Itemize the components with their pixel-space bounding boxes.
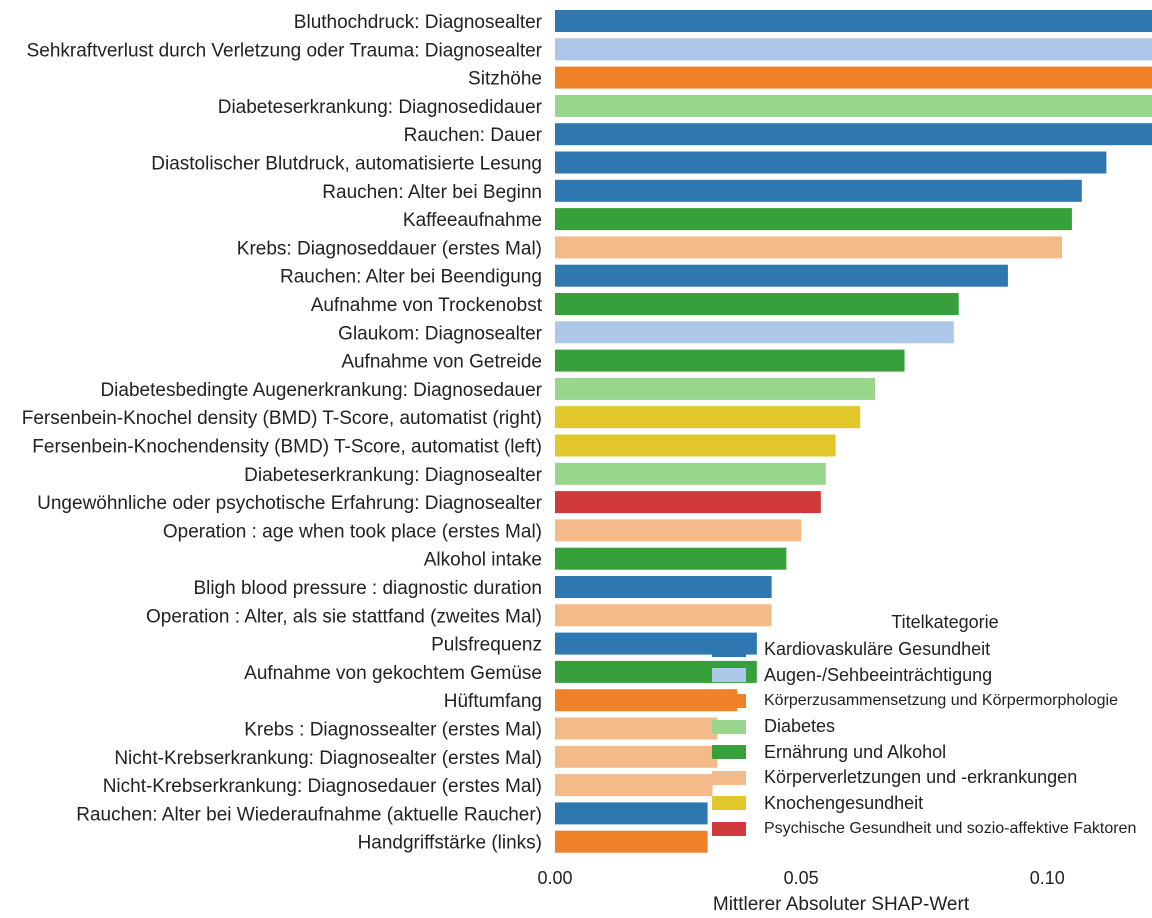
legend: Titelkategorie Kardiovaskuläre Gesundhei… (712, 612, 1148, 842)
bar (555, 830, 708, 853)
legend-swatch (712, 668, 746, 683)
legend-swatch (712, 821, 746, 836)
y-tick-label: Sitzhöhe (468, 69, 542, 90)
y-tick-label: Rauchen: Alter bei Beginn (322, 182, 542, 203)
legend-title: Titelkategorie (891, 612, 999, 632)
y-tick-label: Bluthochdruck: Diagnosealter (294, 12, 543, 33)
y-tick-label: Diabeteserkrankung: Diagnosealter (244, 465, 543, 486)
bar (555, 802, 708, 825)
x-tick-label: 0.00 (537, 868, 572, 888)
y-tick-label: Nicht-Krebserkrankung: Diagnosedauer (er… (103, 776, 542, 797)
bar (555, 236, 1063, 259)
y-tick-label: Bligh blood pressure : diagnostic durati… (193, 578, 542, 599)
bar (555, 151, 1107, 174)
bar (555, 745, 718, 768)
bar (555, 321, 954, 344)
y-tick-label: Aufnahme von gekochtem Gemüse (244, 663, 542, 684)
bar (555, 10, 1152, 32)
y-tick-label: Krebs: Diagnoseddauer (erstes Mal) (237, 238, 542, 259)
legend-swatch (712, 770, 746, 785)
bar (555, 689, 738, 712)
bar (555, 717, 718, 740)
bar (555, 632, 757, 655)
bar (555, 179, 1082, 202)
y-tick-label: Diabetesbedingte Augenerkrankung: Diagno… (100, 380, 542, 401)
y-tick-label: Rauchen: Alter bei Beendigung (280, 267, 542, 288)
y-tick-label: Krebs : Diagnossealter (erstes Mal) (244, 720, 542, 741)
y-tick-label: Nicht-Krebserkrankung: Diagnosealter (er… (114, 748, 542, 769)
bar (555, 208, 1072, 231)
y-tick-label: Hüftumfang (444, 691, 542, 712)
legend-label: Ernährung und Alkohol (764, 741, 947, 762)
bar (555, 491, 821, 514)
y-tick-label: Fersenbein-Knochendensity (BMD) T-Score,… (32, 437, 542, 458)
legend-label: Diabetes (764, 716, 836, 737)
y-tick-label: Operation : age when took place (erstes … (163, 521, 542, 542)
bar (555, 576, 772, 598)
bar (555, 123, 1152, 146)
x-axis-label: Mittlerer Absoluter SHAP-Wert (713, 894, 970, 915)
bar (555, 462, 826, 485)
bar (555, 604, 772, 627)
legend-label: Kardiovaskuläre Gesundheit (764, 639, 991, 660)
legend-item: Knochengesundheit (712, 791, 1148, 817)
legend-label: Psychische Gesundheit und sozio-affektiv… (764, 819, 1137, 837)
x-tick-label: 0.10 (1030, 868, 1065, 888)
bar (555, 264, 1008, 287)
bars-group (555, 10, 1152, 853)
bar (555, 94, 1152, 117)
bar (555, 293, 959, 315)
legend-label: Körperzusammensetzung und Körpermorpholo… (764, 691, 1118, 709)
legend-label: Körperverletzungen und -erkrankungen (764, 767, 1078, 788)
y-tick-label: Aufnahme von Trockenobst (311, 295, 543, 316)
y-tick-label: Rauchen: Dauer (404, 125, 543, 146)
y-tick-label: Rauchen: Alter bei Wiederaufnahme (aktue… (76, 804, 542, 825)
legend-label: Knochengesundheit (764, 792, 924, 813)
bar (555, 377, 875, 400)
legend-items: Kardiovaskuläre Gesundheit Augen-/Sehbeei… (712, 637, 1148, 842)
y-tick-label: Ungewöhnliche oder psychotische Erfahrun… (37, 493, 543, 514)
legend-item: Körperzusammensetzung und Körpermorpholo… (712, 688, 1148, 714)
y-tick-label: Diabeteserkrankung: Diagnosedidauer (218, 97, 543, 118)
bar (555, 774, 713, 797)
y-tick-label: Operation : Alter, als sie stattfand (zw… (146, 606, 542, 627)
x-tick-label: 0.05 (784, 868, 819, 888)
legend-label: Augen-/Sehbeeinträchtigung (764, 664, 993, 685)
y-tick-label: Kaffeeaufnahme (403, 210, 542, 231)
y-tick-label: Sehkraftverlust durch Verletzung oder Tr… (27, 40, 543, 61)
legend-swatch (712, 642, 746, 657)
y-axis-labels: Bluthochdruck: Diagnosealter Sehkraftverl… (22, 12, 543, 854)
bar (555, 547, 787, 570)
bar (555, 38, 1152, 61)
y-tick-label: Glaukom: Diagnosealter (338, 323, 542, 344)
x-axis-ticks: 0.000.050.100.150.20 (537, 868, 1065, 888)
y-tick-label: Diastolischer Blutdruck, automatisierte … (151, 154, 542, 175)
legend-item: Diabetes (712, 714, 1148, 740)
legend-item: Ernährung und Alkohol (712, 739, 1148, 765)
y-tick-label: Aufnahme von Getreide (341, 352, 542, 373)
legend-item: Körperverletzungen und -erkrankungen (712, 765, 1148, 791)
legend-item: Psychische Gesundheit und sozio-affektiv… (712, 816, 1148, 842)
legend-item: Kardiovaskuläre Gesundheit (712, 637, 1148, 663)
bar (555, 660, 757, 683)
y-tick-label: Pulsfrequenz (431, 635, 542, 656)
bar (555, 66, 1152, 89)
legend-swatch (712, 719, 746, 734)
bar (555, 349, 905, 372)
legend-item: Augen-/Sehbeeinträchtigung (712, 663, 1148, 689)
bar (555, 406, 861, 429)
legend-swatch (712, 745, 746, 760)
bar (555, 519, 802, 542)
y-tick-label: Fersenbein-Knochel density (BMD) T-Score… (22, 408, 542, 429)
y-tick-label: Alkohol intake (424, 550, 542, 571)
legend-swatch (712, 693, 746, 708)
legend-swatch (712, 796, 746, 811)
bar (555, 434, 836, 457)
y-tick-label: Handgriffstärke (links) (358, 833, 542, 854)
